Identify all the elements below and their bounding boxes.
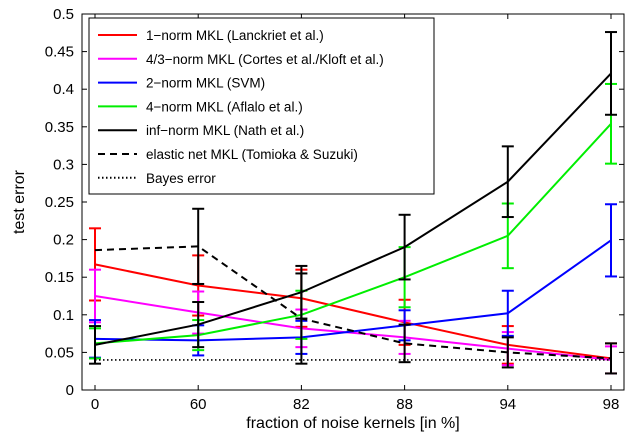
series-layer xyxy=(89,31,617,375)
legend-label-5: elastic net MKL (Tomioka & Suzuki) xyxy=(146,147,358,162)
series-line-0 xyxy=(94,263,612,360)
y-tick-label-3: 0.15 xyxy=(45,269,74,286)
legend: 1−norm MKL (Lanckriet et al.) 4/3−norm MK… xyxy=(88,17,435,195)
y-tick-label-1: 0.05 xyxy=(45,344,74,361)
y-tick-label-0: 0 xyxy=(66,382,74,399)
legend-box xyxy=(88,17,435,195)
series-line-3 xyxy=(94,123,612,345)
x-axis-label: fraction of noise kernels [in %] xyxy=(246,415,459,432)
x-tick-label-4: 94 xyxy=(499,396,516,413)
legend-label-1: 4/3−norm MKL (Cortes et al./Kloft et al.… xyxy=(146,52,384,67)
legend-label-2: 2−norm MKL (SVM) xyxy=(146,76,265,91)
y-tick-label-8: 0.4 xyxy=(53,81,74,98)
legend-label-3: 4−norm MKL (Aflalo et al.) xyxy=(146,99,303,114)
legend-label-4: inf−norm MKL (Nath et al.) xyxy=(146,123,304,138)
x-tick-label-0: 0 xyxy=(91,396,99,413)
x-tick-label-3: 88 xyxy=(396,396,413,413)
y-axis-label: test error xyxy=(11,169,28,234)
y-tick-label-5: 0.25 xyxy=(45,194,74,211)
x-tick-label-5: 98 xyxy=(603,396,620,413)
x-tick-label-1: 60 xyxy=(190,396,207,413)
y-tick-label-2: 0.1 xyxy=(53,307,74,324)
y-tick-label-10: 0.5 xyxy=(53,6,74,23)
y-tick-label-4: 0.2 xyxy=(53,232,74,249)
legend-label-0: 1−norm MKL (Lanckriet et al.) xyxy=(146,28,324,43)
x-tick-label-2: 82 xyxy=(293,396,310,413)
series-line-4 xyxy=(94,72,612,346)
y-tick-label-7: 0.35 xyxy=(45,119,74,136)
series-line-5 xyxy=(94,245,612,360)
y-tick-label-6: 0.3 xyxy=(53,156,74,173)
y-tick-label-9: 0.45 xyxy=(45,44,74,61)
legend-label-6: Bayes error xyxy=(146,171,216,186)
series-line-1 xyxy=(94,295,612,361)
ticks-layer: 0 0.05 0.1 0.15 0.2 0.25 0.3 0.35 0.4 0.45 0.5 0 60 8… xyxy=(45,6,624,413)
series-5 xyxy=(94,207,617,375)
